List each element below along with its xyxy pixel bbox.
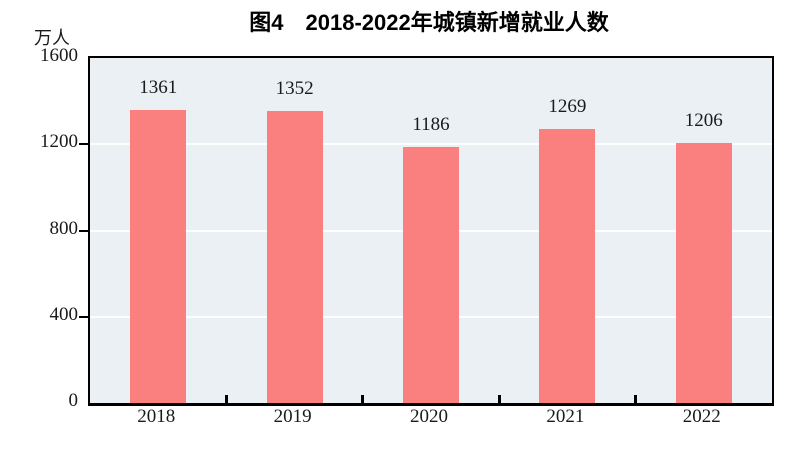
x-axis-tick [634,395,638,403]
y-axis-tick [79,143,88,146]
y-tick-label: 1600 [40,45,78,66]
y-axis-tick [79,315,88,318]
bar-value-label: 1269 [548,96,587,118]
bar-value-label: 1206 [684,109,723,131]
x-tick-label: 2021 [546,406,585,427]
y-axis-tick-labels: 0 400 800 1200 1600 [0,46,79,411]
bar [403,147,459,403]
x-tick-label: 2018 [137,406,176,427]
bar [266,111,323,403]
bar-value-label: 1352 [275,78,314,100]
chart-title: 图4 2018-2022年城镇新增就业人数 [249,10,609,35]
bar [675,142,732,403]
y-tick-label: 400 [49,303,79,325]
x-axis-tick [497,395,501,403]
bar-value-label: 1361 [139,76,178,98]
y-tick-label: 0 [68,390,79,411]
y-tick-label: 1200 [40,131,78,153]
x-axis-tick [361,395,365,403]
x-axis-tick [224,395,228,403]
bar-value-label: 1186 [412,114,450,136]
x-tick-label: 2019 [273,406,312,427]
plot-area: 1361 1352 1186 1269 1206 [79,56,774,406]
y-axis-unit-label: 万人 [34,28,70,48]
x-tick-label: 2020 [409,406,448,427]
bar [130,109,187,403]
gridline [90,143,772,146]
y-axis-tick [79,229,88,232]
x-axis-tick-labels: 2018 2019 2020 2021 2022 [88,406,770,430]
x-tick-label: 2022 [682,406,721,427]
y-tick-label: 800 [49,217,79,239]
bar [539,129,596,403]
